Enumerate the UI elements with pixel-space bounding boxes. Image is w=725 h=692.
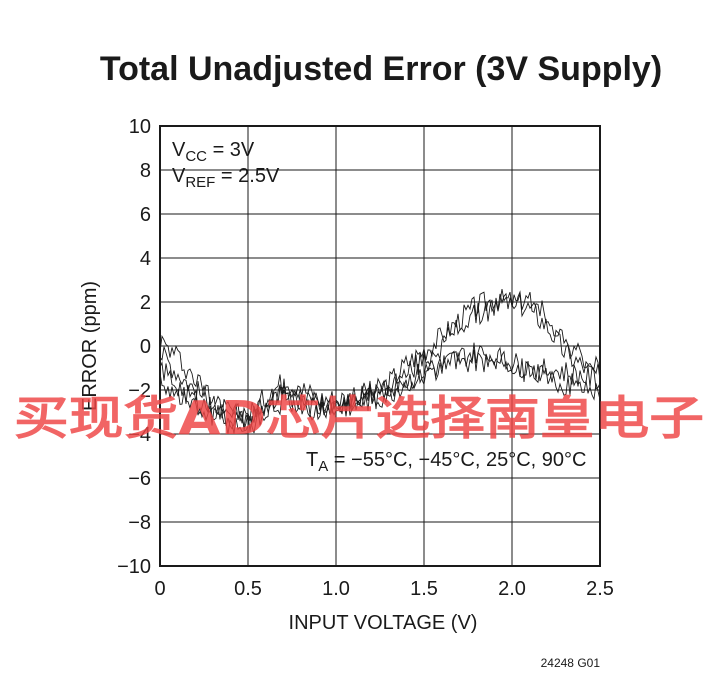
watermark: 买现货AD芯片选择南皇电子 bbox=[14, 391, 704, 445]
temperature-annotation: TA = −55°C, −45°C, 25°C, 90°C bbox=[306, 449, 586, 475]
y-tick-label: 10 bbox=[129, 116, 151, 138]
series-line bbox=[159, 289, 601, 428]
y-tick-label: 0 bbox=[140, 336, 151, 358]
plot-frame bbox=[159, 125, 601, 567]
grid bbox=[160, 126, 600, 566]
series-line bbox=[159, 349, 601, 435]
x-tick-label: 1.0 bbox=[322, 578, 350, 600]
x-tick-label: 0 bbox=[154, 578, 165, 600]
y-tick-label: −8 bbox=[128, 512, 151, 534]
y-axis-label: ERROR (ppm) bbox=[79, 281, 101, 411]
vcc-annotation: VCC = 3V bbox=[172, 139, 255, 165]
y-tick-label: −10 bbox=[117, 556, 151, 578]
x-tick-label: 0.5 bbox=[234, 578, 262, 600]
x-tick-labels: 0 0.5 1.0 1.5 2.0 2.5 bbox=[154, 578, 613, 600]
x-tick-label: 1.5 bbox=[410, 578, 438, 600]
chart-title: Total Unadjusted Error (3V Supply) bbox=[100, 50, 662, 88]
x-tick-label: 2.5 bbox=[586, 578, 614, 600]
y-tick-label: −4 bbox=[128, 424, 151, 446]
y-tick-label: 8 bbox=[140, 160, 151, 182]
figure-code: 24248 G01 bbox=[541, 656, 601, 670]
y-tick-label: 4 bbox=[140, 248, 151, 270]
series-line bbox=[159, 342, 601, 432]
y-tick-label: −2 bbox=[128, 380, 151, 402]
x-tick-label: 2.0 bbox=[498, 578, 526, 600]
x-axis-label: INPUT VOLTAGE (V) bbox=[289, 612, 478, 634]
plot-series bbox=[159, 289, 601, 435]
vref-annotation: VREF = 2.5V bbox=[172, 165, 280, 191]
y-tick-label: 2 bbox=[140, 292, 151, 314]
y-tick-labels: 10 8 6 4 2 0 −2 −4 −6 −8 −10 bbox=[117, 116, 151, 578]
y-tick-label: −6 bbox=[128, 468, 151, 490]
y-tick-label: 6 bbox=[140, 204, 151, 226]
